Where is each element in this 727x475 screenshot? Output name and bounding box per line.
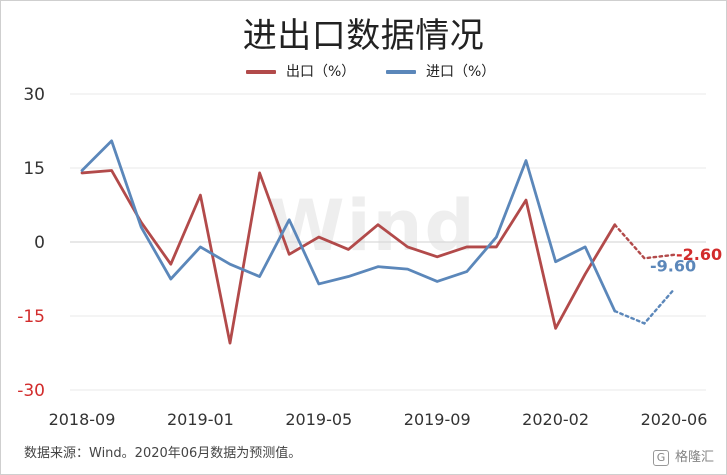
series-forecast-line-export bbox=[613, 223, 676, 260]
legend-label-import: 进口（%） bbox=[426, 64, 496, 80]
series-forecast-line-import bbox=[613, 288, 676, 325]
brand-mark: G 格隆汇 bbox=[653, 449, 717, 469]
x-axis-tick-label-3: 2019-09 bbox=[404, 410, 471, 429]
y-axis-tick-label-0: -30 bbox=[17, 381, 45, 401]
forecast-label-export: -2.60 bbox=[676, 245, 722, 264]
brand-text: 格隆汇 bbox=[675, 450, 715, 465]
series-line-import bbox=[80, 139, 617, 313]
wind-watermark: Wind bbox=[267, 185, 476, 267]
y-axis-tick-label-1: -15 bbox=[17, 307, 45, 327]
x-axis-tick-label-1: 2019-01 bbox=[167, 410, 234, 429]
x-axis-tick-label-5: 2020-06 bbox=[641, 410, 708, 429]
forecast-label-import: -9.60 bbox=[650, 256, 696, 275]
chart-title: 进出口数据情况 bbox=[242, 16, 485, 56]
brand-logo-icon: G bbox=[653, 450, 669, 466]
series-line-export bbox=[80, 169, 617, 345]
x-axis-tick-label-0: 2018-09 bbox=[49, 410, 116, 429]
data-source-note: 数据来源：Wind。2020年06月数据为预测值。 bbox=[24, 446, 302, 461]
chart-legend: 出口（%） 进口（%） bbox=[246, 62, 506, 82]
x-axis-tick-label-4: 2020-02 bbox=[522, 410, 589, 429]
x-axis-tick-label-2: 2019-05 bbox=[285, 410, 352, 429]
y-axis-tick-label-2: 0 bbox=[34, 233, 45, 253]
legend-swatch-export bbox=[246, 70, 276, 74]
legend-label-export: 出口（%） bbox=[286, 64, 356, 80]
legend-swatch-import bbox=[386, 70, 416, 74]
y-axis-tick-label-3: 15 bbox=[23, 159, 45, 179]
y-axis-tick-label-4: 30 bbox=[23, 85, 45, 105]
